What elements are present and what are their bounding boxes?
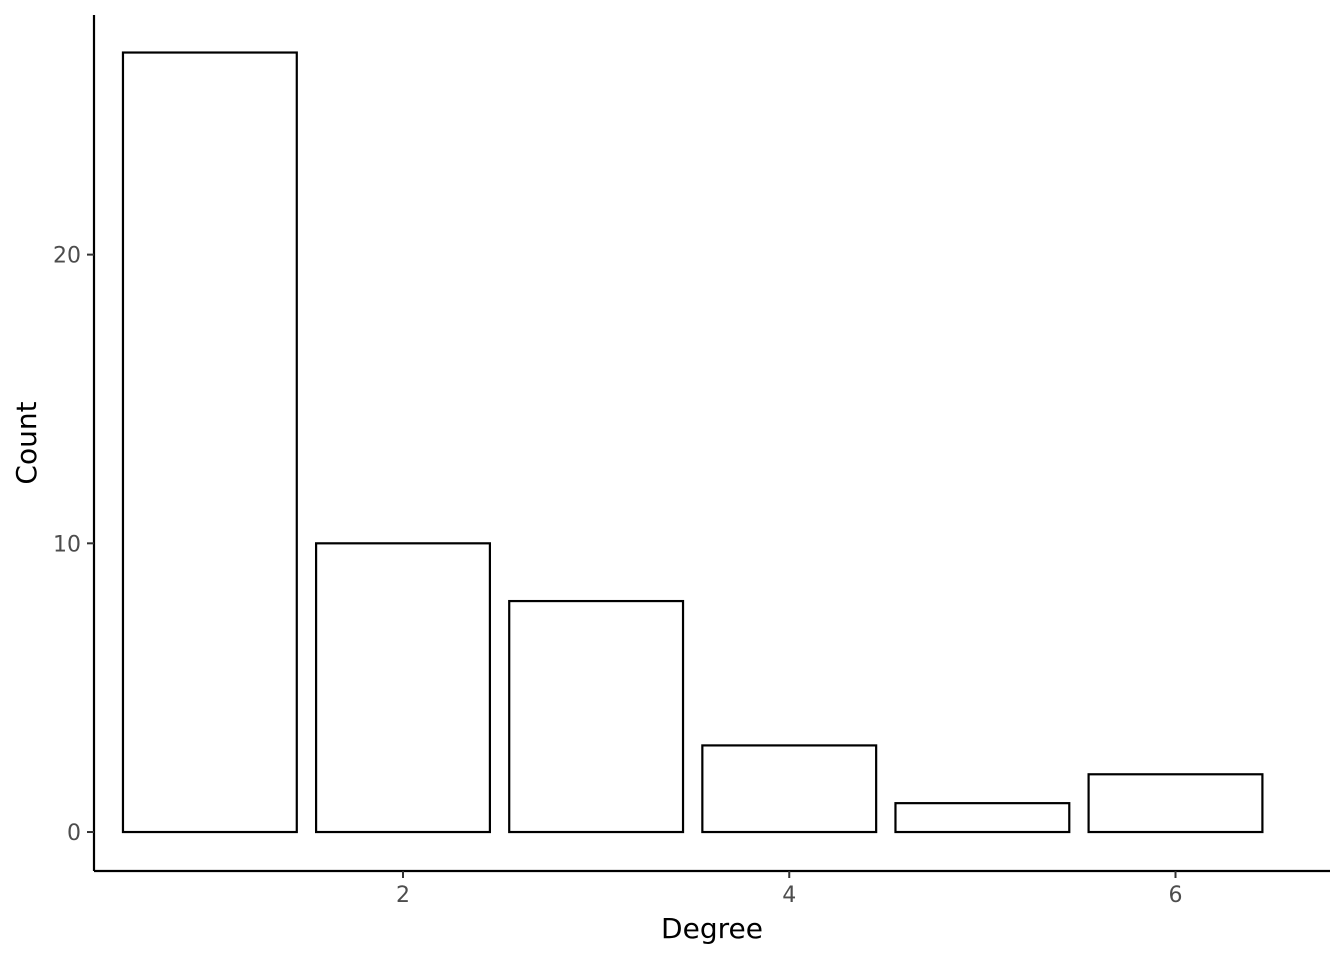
bars-group [121, 51, 1264, 834]
x-tick-label: 4 [782, 883, 796, 908]
y-tick-label: 10 [53, 532, 81, 557]
x-tick-label: 6 [1169, 883, 1183, 908]
bar-degree-3 [508, 599, 685, 834]
bar-degree-6 [1087, 773, 1264, 834]
x-axis-title: Degree [661, 912, 763, 945]
bar-degree-5 [894, 802, 1071, 834]
y-tick-label: 0 [67, 821, 81, 846]
bar-degree-1 [121, 51, 298, 834]
y-axis-ticks: 0 10 20 [53, 244, 94, 846]
x-tick-label: 2 [396, 883, 410, 908]
bar-degree-2 [314, 542, 492, 834]
y-tick-label: 20 [53, 244, 81, 269]
x-axis-ticks: 2 4 6 [396, 871, 1183, 908]
bar-degree-4 [701, 744, 878, 834]
y-axis-title: Count [10, 401, 43, 484]
